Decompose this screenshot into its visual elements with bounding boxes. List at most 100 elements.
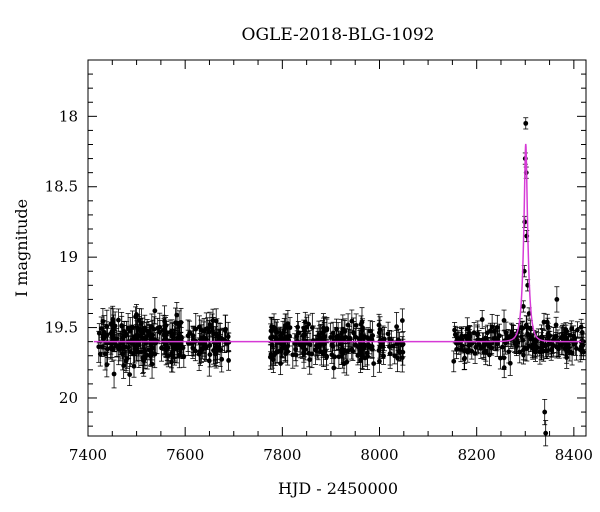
point-marker: [203, 326, 209, 332]
point-marker: [226, 358, 231, 363]
point-marker: [214, 332, 220, 338]
point-marker: [118, 340, 124, 345]
point-marker: [345, 348, 351, 354]
point-marker: [472, 351, 478, 356]
y-tick-label: 18: [59, 107, 78, 125]
data-point: [302, 311, 308, 333]
point-marker: [283, 351, 288, 357]
point-marker: [159, 345, 164, 351]
data-point: [357, 340, 363, 363]
point-marker: [577, 347, 583, 353]
point-marker: [324, 327, 330, 333]
y-axis-label: I magnitude: [12, 199, 31, 297]
data-point: [531, 330, 537, 350]
data-point: [155, 317, 161, 339]
data-point: [169, 322, 175, 350]
data-point: [226, 350, 232, 371]
data-point: [333, 326, 339, 347]
point-marker: [560, 333, 566, 339]
point-marker: [574, 346, 579, 351]
point-marker: [281, 336, 287, 341]
data-point: [313, 334, 319, 357]
point-marker: [358, 349, 363, 355]
tick-labels: 7400 7600 7800 8000 8200 8400 18 18.5 19 19.5 20: [45, 107, 593, 464]
data-point: [168, 351, 174, 373]
point-marker: [519, 325, 525, 330]
data-point: [138, 308, 144, 339]
point-marker: [452, 327, 457, 333]
point-marker: [131, 334, 137, 340]
point-marker: [167, 330, 173, 335]
data-point: [131, 355, 137, 378]
point-marker: [553, 322, 559, 328]
data-point: [524, 315, 530, 339]
point-marker: [207, 352, 213, 357]
data-point: [309, 312, 315, 343]
point-marker: [398, 349, 403, 355]
point-marker: [206, 358, 212, 364]
point-marker: [563, 341, 569, 346]
data-point: [159, 334, 165, 362]
data-point: [567, 342, 573, 362]
point-marker: [515, 339, 521, 345]
x-tick-label: 8200: [458, 446, 496, 464]
point-marker: [135, 326, 141, 332]
point-marker: [394, 324, 400, 330]
x-tick-label: 7400: [69, 446, 107, 464]
data-point: [360, 318, 366, 337]
data-layer: [96, 117, 586, 447]
point-marker: [119, 323, 125, 329]
point-marker: [345, 322, 351, 328]
data-point: [212, 344, 218, 365]
data-point: [174, 313, 180, 333]
point-marker: [301, 351, 307, 357]
point-marker: [302, 319, 308, 325]
data-point: [112, 311, 118, 341]
x-tick-label: 8400: [555, 446, 593, 464]
data-point: [123, 349, 129, 373]
point-marker: [497, 333, 502, 339]
data-point: [122, 336, 128, 358]
point-marker: [131, 363, 137, 369]
data-point: [523, 117, 529, 130]
data-point: [515, 331, 521, 354]
point-marker: [451, 358, 457, 364]
point-marker: [540, 334, 545, 340]
data-point: [167, 319, 173, 346]
point-marker: [489, 324, 495, 330]
point-marker: [550, 343, 556, 348]
point-marker: [494, 341, 500, 347]
data-point: [509, 324, 515, 340]
data-point: [109, 336, 115, 362]
data-point: [455, 326, 461, 350]
data-point: [571, 331, 577, 356]
data-point: [206, 345, 212, 377]
data-point: [520, 339, 526, 361]
point-marker: [104, 332, 110, 338]
point-marker: [102, 351, 108, 357]
point-marker: [566, 345, 572, 351]
point-marker: [465, 349, 471, 355]
point-marker: [132, 346, 138, 352]
data-point: [178, 331, 184, 358]
point-marker: [350, 348, 356, 354]
data-point: [331, 357, 337, 379]
data-point: [349, 309, 355, 333]
data-point: [206, 320, 212, 345]
chart-title: OGLE-2018-BLG-1092: [242, 25, 435, 45]
data-point: [360, 334, 366, 358]
data-point: [301, 338, 307, 369]
point-marker: [99, 344, 105, 350]
point-marker: [452, 332, 458, 338]
point-marker: [458, 335, 464, 341]
data-point: [550, 334, 556, 357]
data-point: [560, 323, 566, 349]
data-point: [501, 357, 507, 379]
data-point: [526, 307, 532, 320]
point-marker: [537, 349, 543, 355]
point-marker: [475, 332, 480, 338]
point-marker: [491, 336, 497, 341]
data-point: [464, 329, 470, 347]
point-marker: [531, 337, 537, 343]
